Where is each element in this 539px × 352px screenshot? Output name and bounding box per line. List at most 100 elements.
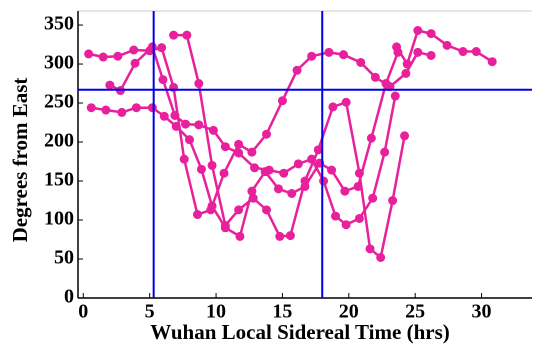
data-point xyxy=(247,147,257,157)
x-axis-label: Wuhan Local Sidereal Time (hrs) xyxy=(150,320,450,344)
data-point xyxy=(388,196,398,206)
data-point xyxy=(487,57,497,67)
data-point xyxy=(248,193,258,203)
data-point xyxy=(400,131,410,141)
data-point xyxy=(220,142,230,152)
data-point xyxy=(86,103,96,113)
data-point xyxy=(340,186,350,196)
data-point xyxy=(220,220,230,230)
data-point xyxy=(113,51,123,61)
data-point xyxy=(185,135,195,145)
data-point xyxy=(370,72,380,82)
data-point xyxy=(117,107,127,117)
data-point xyxy=(247,186,257,196)
data-point xyxy=(158,75,168,85)
y-tick-label: 0 xyxy=(64,286,74,308)
data-point xyxy=(356,57,366,67)
data-point xyxy=(368,193,378,203)
data-point xyxy=(207,201,217,211)
data-point xyxy=(390,91,400,101)
data-point xyxy=(402,59,412,69)
data-point xyxy=(273,184,283,194)
data-point xyxy=(196,164,206,174)
x-tick-label: 10 xyxy=(206,301,226,323)
data-point xyxy=(365,244,375,254)
data-point xyxy=(264,165,274,175)
x-tick-label: 25 xyxy=(405,301,425,323)
data-point xyxy=(376,252,386,262)
data-point xyxy=(300,176,310,186)
y-tick-label: 50 xyxy=(54,247,74,269)
data-point xyxy=(426,29,436,39)
data-point xyxy=(381,79,391,89)
data-point xyxy=(354,213,364,223)
data-point xyxy=(98,52,108,62)
data-point xyxy=(129,45,139,55)
data-point xyxy=(192,210,202,220)
x-tick-label: 5 xyxy=(145,301,155,323)
data-point xyxy=(171,121,181,131)
data-point xyxy=(130,58,140,68)
data-point xyxy=(101,105,111,115)
data-point xyxy=(331,211,341,221)
x-tick-label: 0 xyxy=(78,301,88,323)
data-point xyxy=(181,119,191,129)
data-point xyxy=(207,160,217,170)
y-tick-label: 200 xyxy=(44,130,74,152)
data-point xyxy=(341,220,351,230)
data-point xyxy=(442,40,452,50)
data-point xyxy=(250,163,260,173)
data-point xyxy=(293,159,303,169)
data-point xyxy=(328,102,338,112)
series-line xyxy=(88,46,432,217)
data-point xyxy=(458,47,468,57)
data-point xyxy=(131,103,141,113)
data-point xyxy=(84,49,94,59)
data-point xyxy=(471,47,481,57)
data-point xyxy=(366,133,376,143)
data-point xyxy=(354,168,364,178)
data-point xyxy=(170,111,180,121)
data-point xyxy=(327,165,337,175)
data-point xyxy=(234,205,244,215)
y-tick-label: 100 xyxy=(44,208,74,230)
data-point xyxy=(413,25,423,35)
x-tick-label: 20 xyxy=(339,301,359,323)
data-point xyxy=(285,231,295,241)
x-tick-label: 15 xyxy=(272,301,292,323)
data-point xyxy=(169,30,179,40)
data-point xyxy=(194,79,204,89)
x-tick-label: 30 xyxy=(472,301,492,323)
data-point xyxy=(105,80,115,90)
data-point xyxy=(338,50,348,60)
data-point xyxy=(159,111,169,121)
y-tick-label: 150 xyxy=(44,169,74,191)
data-point xyxy=(157,43,167,53)
data-point xyxy=(262,205,272,215)
y-tick-label: 350 xyxy=(44,13,74,35)
data-point xyxy=(179,154,189,164)
data-point xyxy=(426,50,436,60)
data-point xyxy=(277,96,287,106)
data-point xyxy=(287,188,297,198)
data-point xyxy=(292,65,302,75)
data-point xyxy=(219,168,229,178)
data-point xyxy=(234,139,244,149)
data-point xyxy=(279,168,289,178)
data-point xyxy=(341,97,351,107)
data-point xyxy=(194,120,204,130)
y-tick-label: 300 xyxy=(44,52,74,74)
data-point xyxy=(319,176,329,186)
data-point xyxy=(313,145,323,155)
data-point xyxy=(401,68,411,78)
y-tick-label: 250 xyxy=(44,91,74,113)
data-point xyxy=(147,103,157,113)
data-point xyxy=(147,42,157,52)
data-point xyxy=(262,129,272,139)
data-point xyxy=(275,231,285,241)
data-point xyxy=(208,125,218,135)
y-axis-label: Degrees from East xyxy=(8,78,32,243)
data-point xyxy=(324,47,334,57)
